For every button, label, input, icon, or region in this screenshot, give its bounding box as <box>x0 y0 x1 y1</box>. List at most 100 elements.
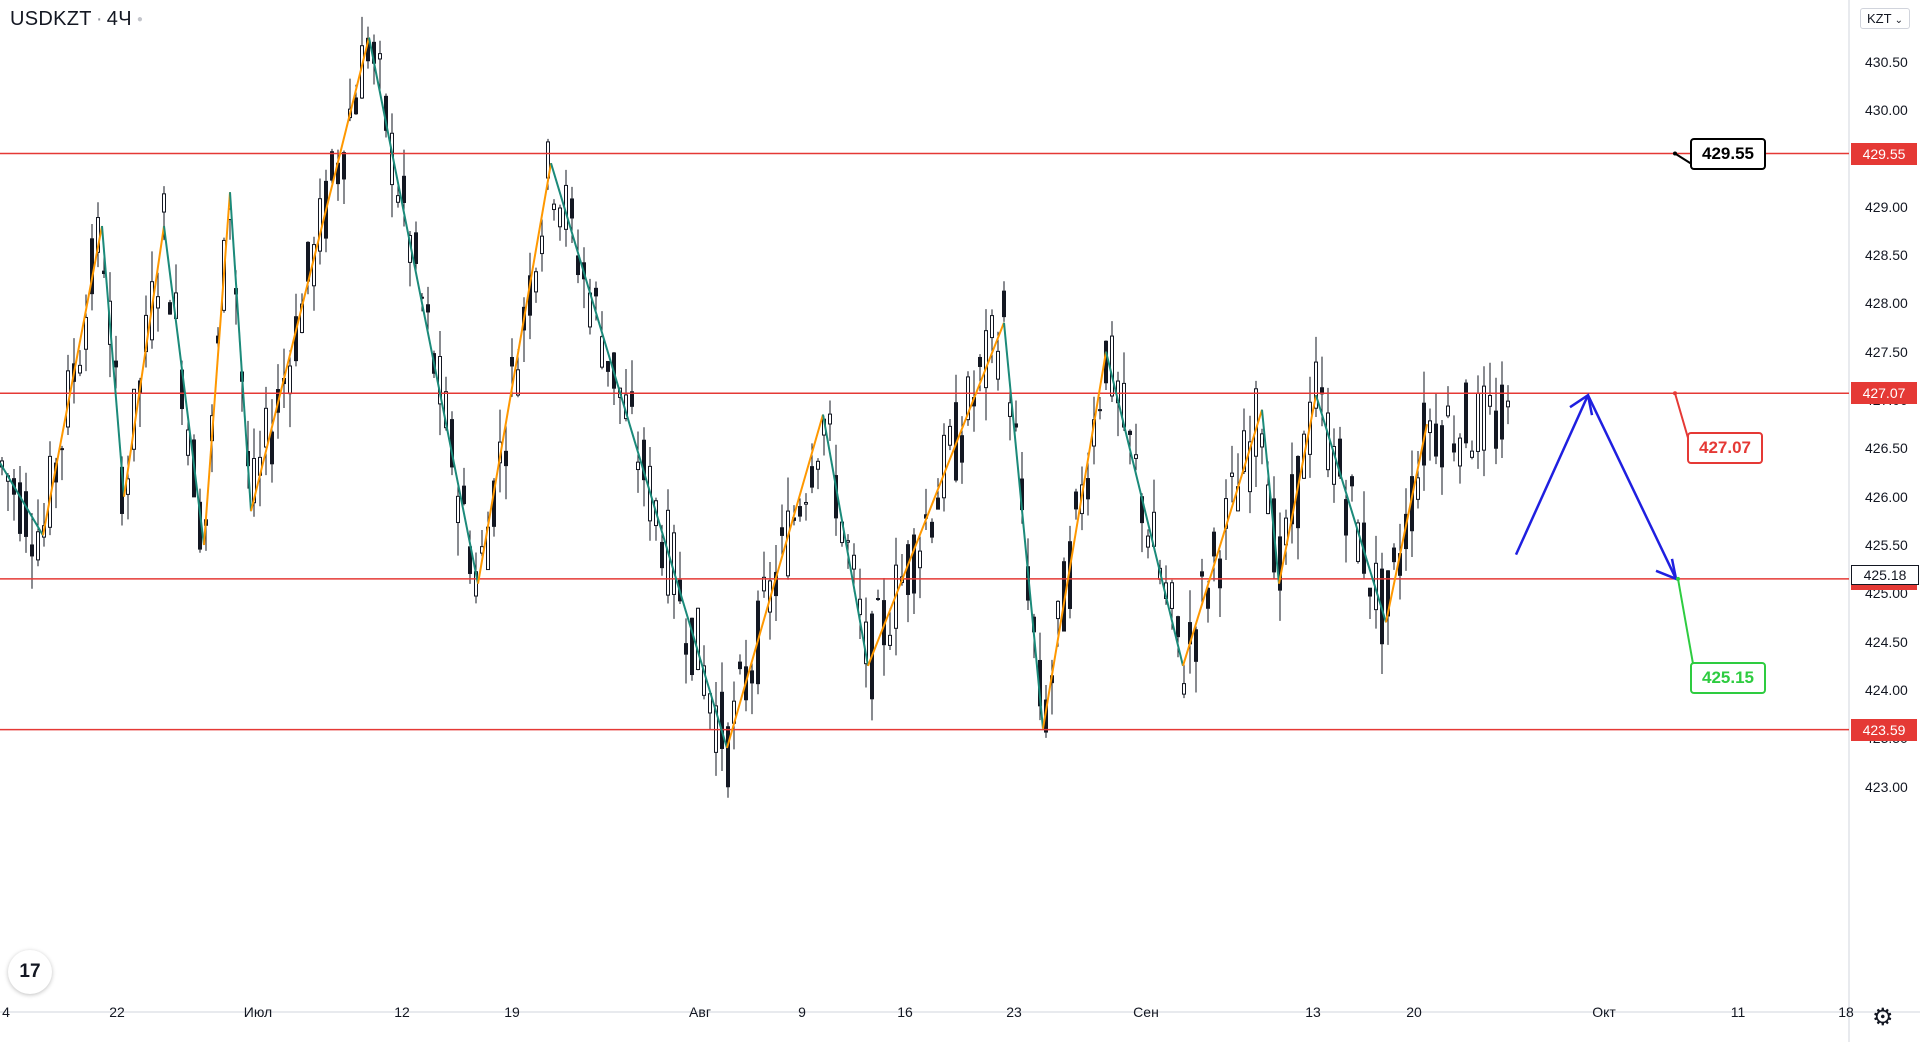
candle <box>1332 428 1336 503</box>
candle <box>60 445 64 481</box>
price-tick-label: 425.50 <box>1865 537 1908 553</box>
candle <box>1248 415 1252 514</box>
price-tick-label: 424.00 <box>1865 682 1908 698</box>
candle <box>1200 558 1204 603</box>
level-callout-427.07[interactable]: 427.07 <box>1687 432 1763 464</box>
candle <box>1098 397 1102 420</box>
interval-label: 4Ч <box>106 8 132 30</box>
candle <box>456 484 460 556</box>
candle <box>930 518 934 544</box>
price-tick-label: 423.00 <box>1865 778 1908 795</box>
candle <box>966 371 970 426</box>
time-tick-label: 20 <box>1406 1004 1422 1020</box>
candle <box>1500 361 1504 458</box>
price-tick-label: 430.50 <box>1865 53 1908 70</box>
callout-anchor <box>1673 151 1677 156</box>
candle <box>552 199 556 221</box>
candle <box>732 681 736 750</box>
candle <box>1392 543 1396 570</box>
time-tick-label: 16 <box>897 1004 913 1020</box>
candle <box>936 478 940 510</box>
candle <box>30 513 34 589</box>
candle <box>1434 393 1438 465</box>
candle <box>1260 428 1264 465</box>
time-tick-label: 11 <box>1730 1004 1746 1020</box>
last-price-tag: 425.18 <box>1851 564 1919 585</box>
candle <box>1476 375 1480 469</box>
zigzag-leg <box>477 162 552 584</box>
candle <box>1296 455 1300 560</box>
candle <box>684 618 688 684</box>
zigzag-leg <box>42 225 103 536</box>
candle <box>1278 512 1282 621</box>
currency-button[interactable]: KZT ⌄ <box>1860 8 1910 29</box>
zigzag-leg <box>229 192 252 512</box>
candle <box>1506 385 1510 425</box>
candle <box>954 374 958 483</box>
zigzag-leg <box>163 225 205 546</box>
symbol-title[interactable]: USDKZT · 4Ч ● <box>10 8 143 31</box>
candle <box>858 568 862 639</box>
price-tick-label: 428.00 <box>1865 295 1908 312</box>
candle <box>330 148 334 186</box>
zigzag-leg <box>203 192 231 546</box>
candle <box>906 540 910 623</box>
time-tick-label: 13 <box>1305 1004 1321 1020</box>
candle <box>1464 379 1468 449</box>
candle <box>426 286 430 330</box>
zigzag-leg <box>1385 423 1428 623</box>
gear-icon[interactable]: ⚙ <box>1872 1004 1894 1031</box>
candle <box>864 597 868 688</box>
candle <box>780 504 784 556</box>
zigzag-leg <box>726 414 824 749</box>
candle <box>558 204 562 241</box>
title-separator: · <box>95 8 103 30</box>
title-dot-icon: ● <box>136 14 144 25</box>
forecast-leg-up <box>1514 394 1590 556</box>
candle <box>540 219 544 272</box>
price-tick-label: 426.50 <box>1865 440 1908 457</box>
forecast-arrowhead-down <box>1655 558 1678 581</box>
candle <box>12 469 16 521</box>
candle <box>1134 423 1138 471</box>
price-tick-label: 430.00 <box>1865 102 1908 118</box>
time-tick-label: 9 <box>798 1004 806 1020</box>
candle <box>1188 590 1192 674</box>
zigzag-leg <box>1315 394 1387 623</box>
candle <box>786 477 790 580</box>
level-callout-429.55[interactable]: 429.55 <box>1690 138 1766 170</box>
candle <box>534 267 538 303</box>
time-tick-label: Июл <box>243 1004 273 1020</box>
candle <box>114 335 118 389</box>
candle <box>318 178 322 265</box>
zigzag-leg <box>867 322 1005 667</box>
candle <box>1182 660 1186 699</box>
time-tick-label: 4 <box>2 1004 10 1020</box>
candle <box>870 610 874 721</box>
level-axis-tag: 427.07 <box>1851 382 1917 405</box>
candle <box>1458 433 1462 484</box>
symbol-name: USDKZT <box>10 8 92 30</box>
candle <box>690 617 694 681</box>
level-axis-tag: 429.55 <box>1851 142 1917 165</box>
candle <box>1374 535 1378 629</box>
candle <box>1218 550 1222 617</box>
candle <box>996 331 1000 391</box>
time-tick-label: Сен <box>1133 1004 1159 1020</box>
zigzag-leg <box>101 225 125 497</box>
zigzag-leg <box>550 162 728 749</box>
candle <box>1230 445 1234 503</box>
candle <box>438 331 442 436</box>
candle <box>726 722 730 798</box>
candle <box>1428 408 1432 461</box>
candle <box>630 360 634 415</box>
level-callout-425.15[interactable]: 425.15 <box>1690 662 1766 694</box>
tradingview-logo-icon[interactable]: 17 <box>8 950 52 994</box>
candle <box>18 465 22 542</box>
time-tick-label: 19 <box>504 1004 520 1020</box>
forecast-arrowhead-up <box>1569 393 1594 416</box>
candle <box>1482 366 1486 477</box>
candle <box>1356 519 1360 564</box>
candle <box>1104 340 1108 390</box>
